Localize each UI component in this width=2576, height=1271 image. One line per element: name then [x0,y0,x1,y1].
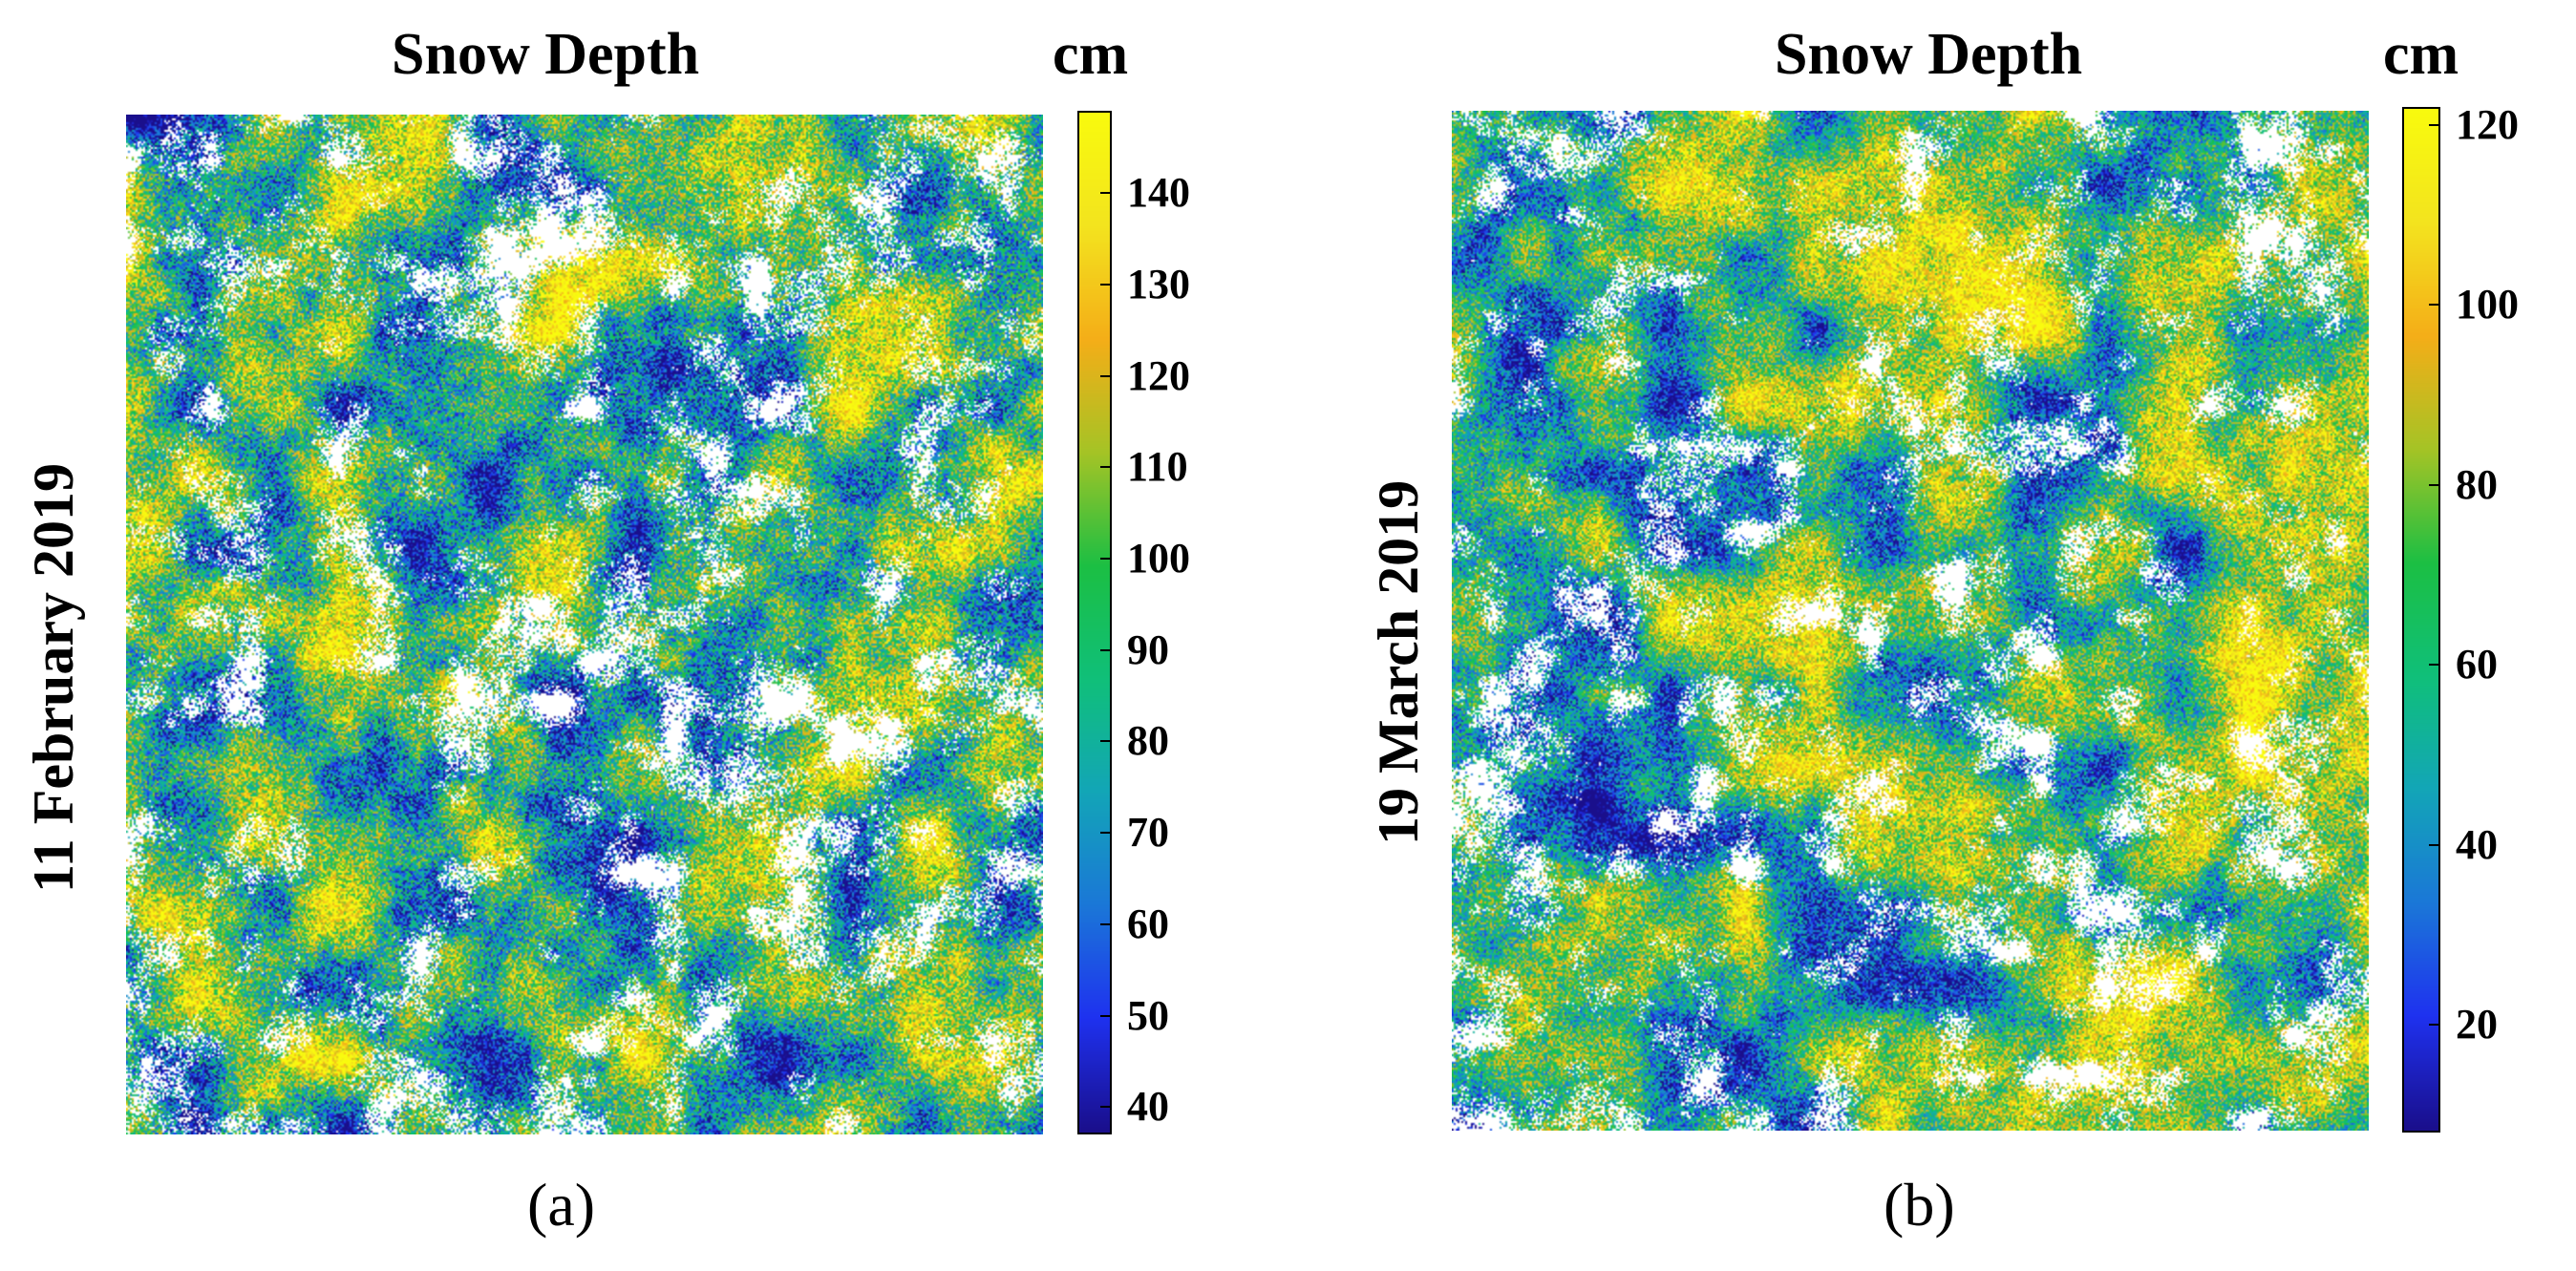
colorbar-tick-mark [2429,304,2438,307]
map-title: Snow Depth [1775,22,2083,87]
colorbar-tick-label: 130 [1127,260,1190,307]
colorbar-tick-label: 100 [2456,281,2519,328]
colorbar-tick-mark [1100,1106,1110,1109]
colorbar-tick-mark [1100,922,1110,925]
colorbar-ticks: 40 50 60 70 80 90 100 110 120 130 140 [1077,111,1268,1134]
colorbar-tick-label: 40 [1127,1083,1169,1131]
panel-label: (b) [1884,1171,1955,1239]
colorbar-tick-mark [2429,1023,2438,1026]
date-label: 11 February 2019 [22,463,85,893]
colorbar-tick-mark [1100,648,1110,651]
colorbar-tick-label: 90 [1127,625,1169,673]
colorbar-tick-label: 50 [1127,991,1169,1039]
panel-a: Snow Depth cm 11 February 2019 40 50 60 … [22,22,1268,1239]
colorbar-tick-mark [2429,843,2438,846]
panel-b: Snow Depth cm 19 March 2019 20 40 60 80 … [1328,0,2576,1271]
colorbar-tick-label: 110 [1127,443,1188,491]
colorbar-tick-mark [1100,1014,1110,1017]
colorbar [1077,111,1112,1134]
colorbar-tick-mark [1100,832,1110,835]
colorbar-tick-mark [1100,283,1110,286]
map-title: Snow Depth [392,22,700,87]
colorbar-tick-label: 60 [2456,641,2498,688]
colorbar-tick-mark [1100,466,1110,469]
colorbar-tick-mark [2429,483,2438,486]
colorbar-tick-label: 140 [1127,169,1190,217]
colorbar-tick-label: 120 [2456,100,2519,148]
snow-depth-map [126,115,1043,1134]
colorbar-tick-mark [2429,123,2438,126]
snow-depth-raster [1452,111,2369,1131]
colorbar-tick-label: 40 [2456,820,2498,868]
colorbar-tick-mark [1100,558,1110,560]
colorbar-tick-label: 100 [1127,535,1190,582]
colorbar-gradient [2404,109,2438,1131]
colorbar-tick-label: 80 [1127,717,1169,765]
colorbar-tick-label: 120 [1127,351,1190,399]
colorbar-gradient [1079,113,1110,1133]
colorbar-tick-label: 20 [2456,1000,2498,1048]
colorbar [2402,107,2440,1133]
colorbar-ticks: 20 40 60 80 100 120 [2402,100,2576,1133]
snow-depth-raster [126,115,1043,1134]
colorbar-tick-mark [1100,192,1110,195]
panel-label: (a) [527,1171,596,1239]
colorbar-tick-label: 70 [1127,809,1169,857]
colorbar-tick-label: 80 [2456,460,2498,508]
colorbar-tick-mark [1100,374,1110,377]
snow-depth-map [1452,111,2369,1131]
colorbar-tick-label: 60 [1127,900,1169,947]
colorbar-tick-mark [2429,664,2438,667]
colorbar-unit: cm [2383,22,2459,87]
date-label: 19 March 2019 [1367,479,1430,845]
colorbar-tick-mark [1100,740,1110,743]
colorbar-unit: cm [1053,22,1129,87]
